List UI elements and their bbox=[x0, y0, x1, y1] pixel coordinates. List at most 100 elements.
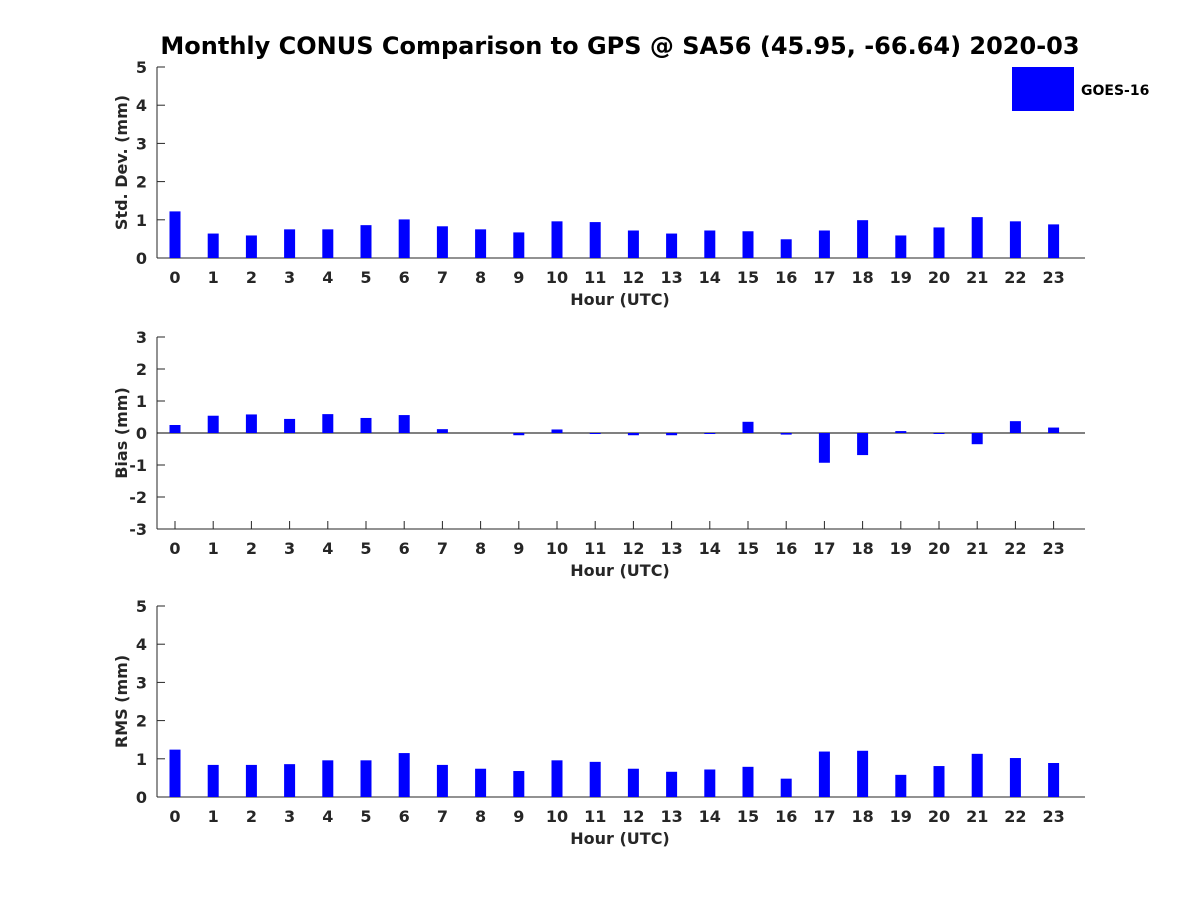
bar-bias-hour-16 bbox=[780, 433, 792, 435]
bar-bias-hour-15 bbox=[742, 421, 754, 433]
y-tick-label: 3 bbox=[136, 673, 147, 692]
y-axis-label: RMS (mm) bbox=[112, 655, 131, 748]
x-tick-label: 21 bbox=[966, 539, 988, 558]
y-tick-label: 5 bbox=[136, 58, 147, 77]
x-tick-label: 5 bbox=[360, 807, 371, 826]
legend: GOES-16 bbox=[1012, 67, 1149, 111]
x-tick-label: 16 bbox=[775, 539, 797, 558]
bar-bias-hour-20 bbox=[933, 433, 945, 434]
x-tick-label: 7 bbox=[437, 268, 448, 287]
bar-std-dev-hour-22 bbox=[1009, 221, 1021, 258]
legend-label-goes-16: GOES-16 bbox=[1081, 83, 1149, 99]
bar-std-dev-hour-14 bbox=[704, 230, 716, 258]
bar-bias-hour-5 bbox=[360, 417, 372, 433]
x-tick-label: 12 bbox=[622, 807, 644, 826]
bar-std-dev-hour-23 bbox=[1048, 224, 1060, 258]
bar-rms-hour-8 bbox=[475, 768, 487, 797]
x-tick-label: 18 bbox=[851, 268, 873, 287]
x-tick-label: 1 bbox=[208, 807, 219, 826]
bar-std-dev-hour-10 bbox=[551, 221, 563, 258]
bar-rms-hour-6 bbox=[398, 753, 410, 797]
x-tick-label: 23 bbox=[1042, 268, 1064, 287]
bar-bias-hour-2 bbox=[245, 414, 257, 433]
x-tick-label: 5 bbox=[360, 268, 371, 287]
bar-rms-hour-17 bbox=[818, 751, 830, 797]
bar-rms-hour-2 bbox=[245, 764, 257, 797]
x-tick-label: 0 bbox=[169, 268, 180, 287]
x-tick-label: 15 bbox=[737, 539, 759, 558]
bar-bias-hour-18 bbox=[857, 433, 869, 456]
x-tick-label: 23 bbox=[1042, 539, 1064, 558]
bar-std-dev-hour-5 bbox=[360, 225, 372, 258]
bar-std-dev-hour-11 bbox=[589, 222, 601, 258]
x-tick-label: 4 bbox=[322, 539, 333, 558]
y-tick-label: 5 bbox=[136, 597, 147, 616]
x-tick-label: 10 bbox=[546, 539, 568, 558]
x-tick-label: 21 bbox=[966, 807, 988, 826]
bar-bias-hour-13 bbox=[666, 433, 678, 436]
x-tick-label: 10 bbox=[546, 807, 568, 826]
x-tick-label: 3 bbox=[284, 807, 295, 826]
y-tick-label: -3 bbox=[129, 520, 147, 539]
x-tick-label: 9 bbox=[513, 539, 524, 558]
x-tick-label: 11 bbox=[584, 539, 606, 558]
bar-rms-hour-18 bbox=[857, 750, 869, 797]
bar-rms-hour-12 bbox=[627, 768, 639, 797]
y-tick-label: 0 bbox=[136, 424, 147, 443]
bar-std-dev-hour-20 bbox=[933, 227, 945, 258]
x-tick-label: 20 bbox=[928, 807, 950, 826]
x-tick-label: 19 bbox=[890, 539, 912, 558]
x-tick-label: 8 bbox=[475, 807, 486, 826]
x-tick-label: 12 bbox=[622, 268, 644, 287]
bar-bias-hour-23 bbox=[1048, 427, 1060, 433]
bar-std-dev-hour-3 bbox=[284, 229, 296, 258]
x-tick-label: 21 bbox=[966, 268, 988, 287]
bar-std-dev-hour-2 bbox=[245, 235, 257, 258]
x-tick-label: 5 bbox=[360, 539, 371, 558]
x-tick-label: 15 bbox=[737, 268, 759, 287]
bar-bias-hour-0 bbox=[169, 425, 181, 433]
bar-rms-hour-4 bbox=[322, 760, 334, 797]
bar-rms-hour-13 bbox=[666, 771, 678, 797]
bar-bias-hour-17 bbox=[818, 433, 830, 463]
y-tick-label: 2 bbox=[136, 173, 147, 192]
x-tick-label: 8 bbox=[475, 268, 486, 287]
x-tick-label: 6 bbox=[399, 807, 410, 826]
bar-rms-hour-15 bbox=[742, 766, 754, 797]
bar-rms-hour-23 bbox=[1048, 763, 1060, 797]
bar-std-dev-hour-13 bbox=[666, 233, 678, 258]
x-tick-label: 3 bbox=[284, 268, 295, 287]
bar-rms-hour-16 bbox=[780, 778, 792, 797]
y-tick-label: 0 bbox=[136, 788, 147, 807]
x-tick-label: 2 bbox=[246, 807, 257, 826]
bar-std-dev-hour-12 bbox=[627, 230, 639, 258]
bar-rms-hour-22 bbox=[1009, 758, 1021, 797]
bar-std-dev-hour-0 bbox=[169, 211, 181, 258]
x-tick-label: 22 bbox=[1004, 268, 1026, 287]
bar-std-dev-hour-21 bbox=[971, 217, 983, 258]
x-tick-label: 4 bbox=[322, 807, 333, 826]
bar-std-dev-hour-7 bbox=[436, 226, 448, 258]
bar-bias-hour-14 bbox=[704, 433, 716, 434]
bar-rms-hour-3 bbox=[284, 764, 296, 797]
x-tick-label: 17 bbox=[813, 539, 835, 558]
x-tick-label: 7 bbox=[437, 807, 448, 826]
x-tick-label: 10 bbox=[546, 268, 568, 287]
x-tick-label: 11 bbox=[584, 807, 606, 826]
y-tick-label: 2 bbox=[136, 360, 147, 379]
bar-std-dev-hour-4 bbox=[322, 229, 334, 258]
x-tick-label: 0 bbox=[169, 807, 180, 826]
y-tick-label: 4 bbox=[136, 96, 147, 115]
x-tick-label: 15 bbox=[737, 807, 759, 826]
y-tick-label: 3 bbox=[136, 134, 147, 153]
bar-bias-hour-22 bbox=[1009, 421, 1021, 433]
y-tick-label: -1 bbox=[129, 456, 147, 475]
x-tick-label: 7 bbox=[437, 539, 448, 558]
bar-bias-hour-1 bbox=[207, 415, 219, 433]
y-tick-label: 0 bbox=[136, 249, 147, 268]
bar-rms-hour-20 bbox=[933, 766, 945, 797]
bar-rms-hour-14 bbox=[704, 769, 716, 797]
